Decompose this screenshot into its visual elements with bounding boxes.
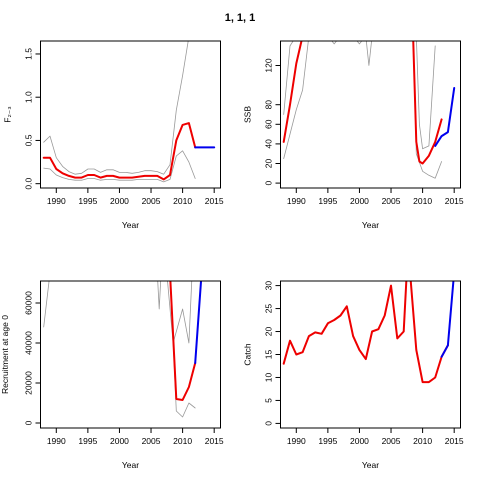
x-tick-label: 2000 [110, 436, 129, 446]
x-tick-label: 2005 [142, 196, 161, 206]
x-axis-label: Year [122, 220, 139, 230]
y-tick-label: 0.5 [24, 134, 34, 146]
plot-frame [40, 40, 221, 189]
plot-frame [40, 280, 221, 429]
x-axis-label: Year [362, 460, 379, 470]
y-tick-label: 5 [264, 398, 274, 403]
y-tick-label: 20 [264, 159, 274, 169]
y-tick-label: 40 [264, 139, 274, 149]
series-line-upper [283, 41, 436, 150]
x-axis: 1990 1995 2000 2005 2010 2015 Year [287, 188, 464, 230]
x-tick-label: 2015 [445, 436, 464, 446]
x-tick-label: 2005 [382, 196, 401, 206]
x-axis-label: Year [362, 220, 379, 230]
x-axis: 1990 1995 2000 2005 2010 2015 Year [47, 428, 224, 470]
y-axis-label: SSB [243, 106, 253, 123]
x-axis: 1990 1995 2000 2005 2010 2015 Year [47, 188, 224, 230]
x-tick-label: 2015 [445, 196, 464, 206]
y-tick-label: 60 [264, 119, 274, 129]
figure-title: 1, 1, 1 [225, 12, 256, 24]
y-tick-label: 120 [264, 58, 274, 72]
series-line-projection [434, 87, 456, 147]
x-tick-label: 1990 [47, 436, 66, 446]
series-line-projection [194, 281, 203, 364]
series-line-lower [283, 41, 443, 179]
y-axis-label: Recruitment at age 0 [0, 315, 10, 394]
x-tick-label: 1990 [287, 436, 306, 446]
series-line-upper [43, 281, 193, 344]
x-tick-label: 2015 [205, 196, 224, 206]
x-tick-label: 1990 [287, 196, 306, 206]
x-tick-label: 1995 [78, 196, 97, 206]
y-tick-label: 20000 [24, 371, 34, 395]
x-axis-label: Year [122, 460, 139, 470]
y-tick-label: 80 [264, 100, 274, 110]
series-line-projection [440, 281, 455, 358]
y-tick-label: 20 [264, 327, 274, 337]
y-tick-label: 0 [24, 420, 34, 425]
series-line-estimate [169, 281, 197, 401]
y-tick-label: 25 [264, 304, 274, 314]
y-tick-label: 15 [264, 350, 274, 360]
x-tick-label: 2010 [173, 436, 192, 446]
series-line-lower [43, 150, 196, 183]
y-tick-label: 0 [264, 180, 274, 185]
y-axis-label: F₂₋₃ [3, 106, 13, 122]
y-axis: 0 5 10 15 20 25 30 Catch [243, 281, 281, 426]
panel-ssb: 1990 1995 2000 2005 2010 2015 Year 0 20 40 60 80 120… [243, 40, 464, 230]
x-tick-label: 1995 [78, 436, 97, 446]
x-tick-label: 2000 [350, 196, 369, 206]
y-axis: 0 20 40 60 80 120 SSB [243, 58, 281, 185]
x-axis: 1990 1995 2000 2005 2010 2015 Year [287, 428, 464, 470]
series-group [43, 281, 203, 418]
y-tick-label: 1.0 [24, 91, 34, 103]
x-tick-label: 2000 [350, 436, 369, 446]
x-tick-label: 1990 [47, 196, 66, 206]
x-tick-label: 2015 [205, 436, 224, 446]
y-tick-label: 0.0 [24, 178, 34, 190]
y-tick-label: 40000 [24, 331, 34, 355]
plot-frame [280, 40, 461, 189]
y-tick-label: 30 [264, 281, 274, 291]
x-tick-label: 2005 [382, 436, 401, 446]
x-tick-label: 2005 [142, 436, 161, 446]
series-group [282, 281, 455, 384]
series-group [42, 41, 216, 183]
series-group [282, 41, 456, 179]
x-tick-label: 1995 [318, 436, 337, 446]
series-line-estimate [282, 41, 443, 165]
x-tick-label: 2010 [413, 436, 432, 446]
x-tick-label: 2000 [110, 196, 129, 206]
x-tick-label: 2010 [173, 196, 192, 206]
y-tick-label: 10 [264, 372, 274, 382]
panel-recruitment: 1990 1995 2000 2005 2010 2015 Year 0 20000 40000 6… [0, 280, 224, 470]
series-line-estimate [282, 281, 449, 384]
y-tick-label: 1.5 [24, 48, 34, 60]
plot-frame [280, 280, 461, 429]
panel-catch: 1990 1995 2000 2005 2010 2015 Year 0 5 10 15 20 25 30… [243, 280, 464, 470]
y-axis: 0 20000 40000 60000 Recruitment at age 0 [0, 291, 41, 425]
panel-fishing-mortality: 1990 1995 2000 2005 2010 2015 Year 0.0 0.5 1.0 1.5… [3, 40, 224, 230]
y-axis-label: Catch [243, 343, 253, 365]
x-tick-label: 2010 [413, 196, 432, 206]
y-tick-label: 0 [264, 421, 274, 426]
x-tick-label: 1995 [318, 196, 337, 206]
series-line-estimate [42, 122, 197, 181]
series-line-upper [43, 41, 189, 175]
y-axis: 0.0 0.5 1.0 1.5 F₂₋₃ [3, 48, 41, 190]
y-tick-label: 60000 [24, 291, 34, 315]
